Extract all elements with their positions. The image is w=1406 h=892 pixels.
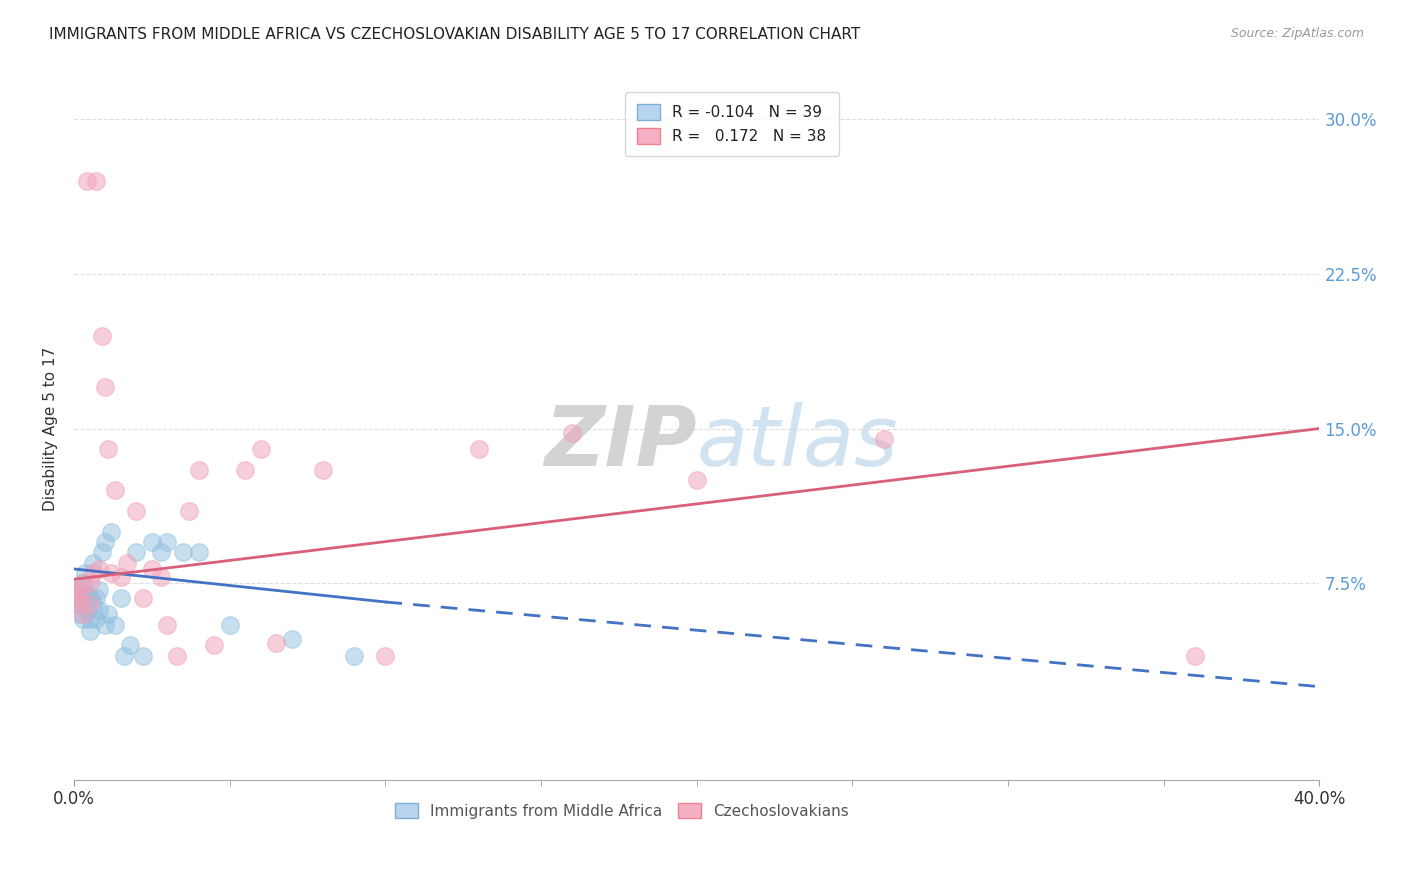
Point	[69, 607, 91, 622]
Point	[84, 174, 107, 188]
Point	[67, 597, 90, 611]
Point	[125, 545, 148, 559]
Point	[141, 535, 163, 549]
Point	[100, 566, 122, 580]
Point	[561, 425, 583, 440]
Point	[100, 524, 122, 539]
Point	[72, 576, 94, 591]
Point	[79, 597, 101, 611]
Point	[686, 473, 709, 487]
Point	[84, 611, 107, 625]
Point	[131, 591, 153, 605]
Point	[66, 582, 89, 597]
Point	[76, 587, 98, 601]
Point	[72, 611, 94, 625]
Point	[112, 648, 135, 663]
Point	[266, 636, 288, 650]
Point	[150, 570, 173, 584]
Point	[120, 639, 142, 653]
Point	[76, 603, 98, 617]
Point	[76, 174, 98, 188]
Point	[343, 648, 366, 663]
Point	[131, 648, 153, 663]
Point	[84, 591, 107, 605]
Point	[79, 624, 101, 638]
Text: Source: ZipAtlas.com: Source: ZipAtlas.com	[1230, 27, 1364, 40]
Point	[218, 617, 240, 632]
Point	[94, 380, 117, 394]
Point	[1184, 648, 1206, 663]
Text: IMMIGRANTS FROM MIDDLE AFRICA VS CZECHOSLOVAKIAN DISABILITY AGE 5 TO 17 CORRELAT: IMMIGRANTS FROM MIDDLE AFRICA VS CZECHOS…	[49, 27, 860, 42]
Point	[312, 463, 335, 477]
Point	[72, 591, 94, 605]
Point	[110, 591, 132, 605]
Point	[70, 576, 93, 591]
Point	[125, 504, 148, 518]
Point	[166, 648, 188, 663]
Point	[281, 632, 304, 647]
Point	[87, 562, 110, 576]
Point	[172, 545, 194, 559]
Point	[73, 566, 96, 580]
Point	[187, 463, 209, 477]
Point	[250, 442, 273, 457]
Point	[202, 639, 225, 653]
Point	[82, 566, 104, 580]
Point	[72, 607, 94, 622]
Point	[97, 442, 120, 457]
Point	[65, 591, 87, 605]
Point	[79, 576, 101, 591]
Point	[141, 562, 163, 576]
Text: atlas: atlas	[697, 402, 898, 483]
Point	[103, 617, 125, 632]
Point	[374, 648, 396, 663]
Point	[66, 582, 89, 597]
Point	[115, 556, 138, 570]
Point	[82, 597, 104, 611]
Point	[79, 611, 101, 625]
Point	[156, 535, 179, 549]
Point	[91, 328, 114, 343]
Point	[179, 504, 201, 518]
Point	[97, 607, 120, 622]
Point	[79, 591, 101, 605]
Point	[94, 535, 117, 549]
Point	[103, 483, 125, 498]
Point	[94, 617, 117, 632]
Point	[233, 463, 256, 477]
Point	[468, 442, 491, 457]
Point	[82, 556, 104, 570]
Point	[87, 603, 110, 617]
Point	[67, 587, 90, 601]
Point	[87, 582, 110, 597]
Point	[69, 587, 91, 601]
Point	[187, 545, 209, 559]
Point	[69, 597, 91, 611]
Point	[65, 591, 87, 605]
Legend: Immigrants from Middle Africa, Czechoslovakians: Immigrants from Middle Africa, Czechoslo…	[389, 797, 855, 824]
Point	[150, 545, 173, 559]
Y-axis label: Disability Age 5 to 17: Disability Age 5 to 17	[44, 346, 58, 510]
Text: ZIP: ZIP	[544, 402, 697, 483]
Point	[110, 570, 132, 584]
Point	[156, 617, 179, 632]
Point	[91, 545, 114, 559]
Point	[872, 432, 894, 446]
